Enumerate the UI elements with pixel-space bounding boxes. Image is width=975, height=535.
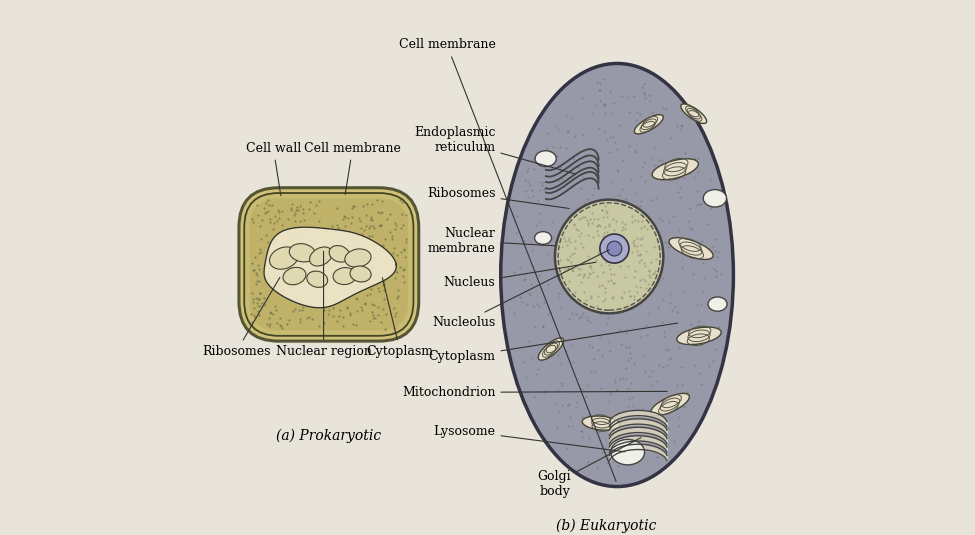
Ellipse shape — [681, 104, 707, 124]
Ellipse shape — [635, 114, 663, 134]
Text: Cell membrane: Cell membrane — [399, 39, 616, 482]
Text: (a) Prokaryotic: (a) Prokaryotic — [276, 429, 381, 443]
Text: Cell membrane: Cell membrane — [304, 142, 401, 195]
Ellipse shape — [538, 338, 564, 360]
Text: Nuclear region: Nuclear region — [276, 251, 371, 358]
FancyBboxPatch shape — [250, 198, 409, 331]
FancyBboxPatch shape — [244, 193, 413, 336]
Ellipse shape — [345, 249, 371, 267]
Text: Ribosomes: Ribosomes — [202, 277, 280, 358]
Ellipse shape — [669, 238, 713, 259]
Ellipse shape — [283, 268, 306, 285]
Ellipse shape — [290, 243, 316, 262]
Ellipse shape — [607, 241, 622, 256]
Text: Mitochondrion: Mitochondrion — [402, 386, 667, 399]
Ellipse shape — [555, 200, 663, 314]
Ellipse shape — [309, 247, 332, 266]
Ellipse shape — [610, 439, 644, 465]
Text: Cytoplasm: Cytoplasm — [428, 323, 678, 363]
Text: Cytoplasm: Cytoplasm — [367, 278, 434, 358]
Ellipse shape — [652, 159, 698, 180]
Text: Nuclear
membrane: Nuclear membrane — [428, 227, 555, 255]
Ellipse shape — [600, 234, 629, 263]
Ellipse shape — [703, 189, 726, 207]
Ellipse shape — [269, 247, 298, 269]
Text: Endoplasmic
reticulum: Endoplasmic reticulum — [414, 126, 574, 174]
Text: (b) Eukaryotic: (b) Eukaryotic — [557, 518, 657, 533]
Ellipse shape — [535, 151, 557, 166]
Ellipse shape — [582, 416, 620, 430]
Ellipse shape — [501, 64, 733, 486]
Ellipse shape — [650, 393, 689, 416]
Ellipse shape — [307, 271, 328, 287]
Text: Nucleus: Nucleus — [444, 262, 596, 289]
Ellipse shape — [677, 327, 722, 345]
Text: Golgi
body: Golgi body — [537, 438, 641, 498]
Ellipse shape — [534, 232, 552, 244]
Text: Nucleolus: Nucleolus — [432, 250, 609, 329]
Text: Lysosome: Lysosome — [434, 424, 625, 452]
Text: Cell wall: Cell wall — [246, 142, 301, 196]
Ellipse shape — [708, 297, 727, 311]
FancyBboxPatch shape — [239, 188, 418, 341]
Text: Ribosomes: Ribosomes — [427, 187, 569, 209]
Polygon shape — [264, 227, 397, 308]
Ellipse shape — [350, 266, 371, 282]
Ellipse shape — [330, 246, 350, 262]
Ellipse shape — [333, 268, 356, 285]
